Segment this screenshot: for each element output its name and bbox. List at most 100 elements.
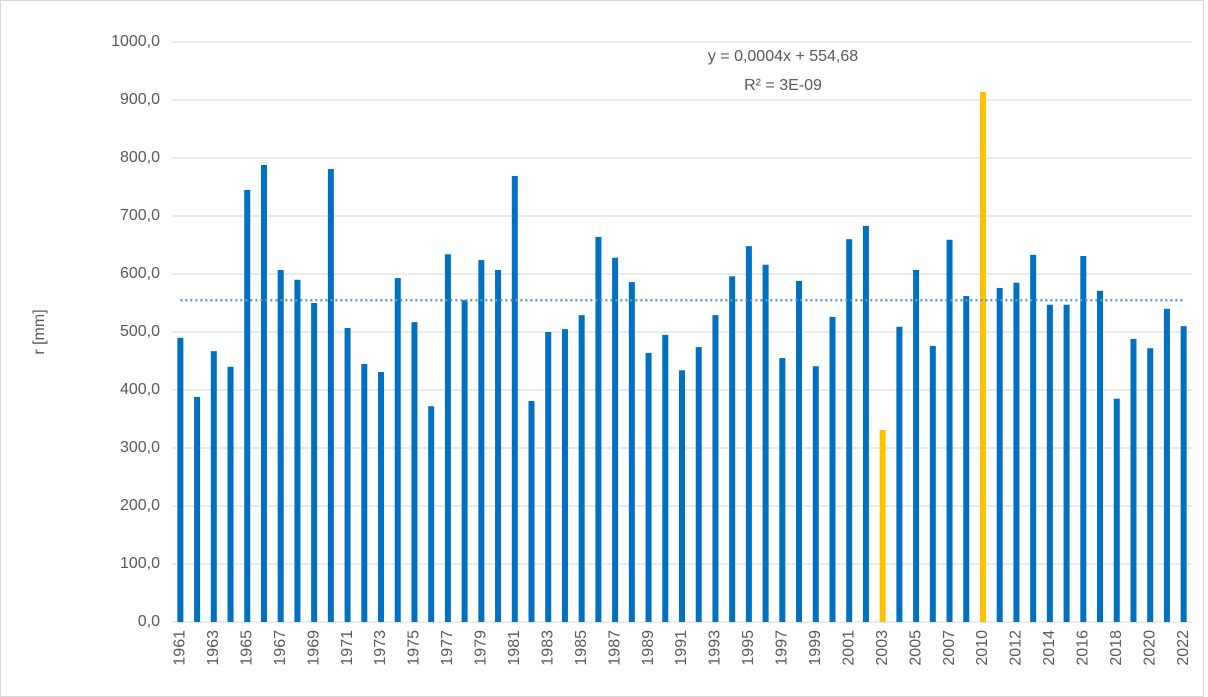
bar <box>662 334 669 622</box>
bar <box>227 366 234 622</box>
y-tick-label: 800,0 <box>120 149 160 166</box>
bar <box>545 332 552 622</box>
x-tick-label: 1965 <box>238 630 255 666</box>
y-tick-label: 300,0 <box>120 439 160 456</box>
bar <box>1030 254 1037 623</box>
bar <box>1013 282 1020 622</box>
bar <box>628 282 635 622</box>
bar <box>294 279 301 622</box>
bar <box>344 327 351 622</box>
bar <box>963 296 970 622</box>
x-tick-label: 1997 <box>774 630 791 666</box>
x-tick-label: 2018 <box>1108 630 1125 666</box>
bar <box>478 260 485 622</box>
bar <box>444 254 451 622</box>
bar <box>1163 308 1170 622</box>
x-tick-label: 2016 <box>1075 630 1092 666</box>
y-tick-label: 1000,0 <box>111 33 160 50</box>
x-tick-label: 2014 <box>1041 630 1058 666</box>
bar <box>712 315 719 622</box>
x-tick-label: 2012 <box>1008 630 1025 666</box>
bar <box>1113 398 1120 622</box>
bar <box>862 225 869 623</box>
bar <box>210 351 217 622</box>
bar <box>277 269 284 622</box>
bar <box>428 406 435 622</box>
bar <box>378 372 385 622</box>
bar <box>1180 326 1187 622</box>
bar <box>745 246 752 622</box>
bar <box>812 366 819 622</box>
x-tick-label: 1973 <box>372 630 389 666</box>
bar <box>595 236 602 622</box>
x-tick-label: 1989 <box>640 630 657 666</box>
y-tick-label: 0,0 <box>138 613 160 630</box>
bar <box>1063 304 1070 622</box>
y-tick-label: 200,0 <box>120 497 160 514</box>
bar <box>1097 290 1104 622</box>
y-tick-label: 600,0 <box>120 265 160 282</box>
bar <box>1080 256 1087 622</box>
bar <box>846 239 853 622</box>
bar <box>896 326 903 622</box>
y-tick-label: 400,0 <box>120 381 160 398</box>
bar <box>411 322 418 622</box>
x-tick-label: 1971 <box>339 630 356 666</box>
y-tick-label: 900,0 <box>120 91 160 108</box>
bar <box>1046 304 1053 622</box>
bar <box>695 347 702 622</box>
x-tick-label: 1967 <box>272 630 289 666</box>
x-tick-label: 2020 <box>1141 630 1158 666</box>
y-tick-label: 700,0 <box>120 207 160 224</box>
bar <box>612 257 619 622</box>
bar <box>762 264 769 622</box>
bar <box>578 315 585 622</box>
x-tick-label: 1999 <box>807 630 824 666</box>
trend-r-squared: R² = 3E-09 <box>744 77 822 94</box>
x-tick-label: 1987 <box>606 630 623 666</box>
y-tick-label: 100,0 <box>120 555 160 572</box>
x-tick-label: 1981 <box>506 630 523 666</box>
x-tick-label: 1977 <box>439 630 456 666</box>
bar <box>929 345 936 622</box>
bar <box>260 164 267 622</box>
x-tick-label: 1991 <box>673 630 690 666</box>
bar <box>495 269 502 622</box>
bar <box>528 401 535 622</box>
x-tick-label: 1985 <box>573 630 590 666</box>
bar <box>361 363 368 622</box>
y-axis-label: r [mm] <box>31 309 48 354</box>
y-tick-label: 500,0 <box>120 323 160 340</box>
bar <box>394 278 401 622</box>
bar <box>679 370 685 622</box>
bar <box>177 337 184 622</box>
x-tick-label: 1969 <box>305 630 322 666</box>
bar <box>829 316 836 622</box>
x-tick-label: 1995 <box>740 630 757 666</box>
bar <box>729 276 736 622</box>
x-tick-label: 2007 <box>941 630 958 666</box>
bar <box>461 300 468 622</box>
x-tick-label: 1993 <box>707 630 724 666</box>
bar <box>796 280 803 622</box>
bar <box>311 303 318 622</box>
bar <box>946 239 953 622</box>
bar <box>511 175 518 623</box>
x-tick-label: 1961 <box>172 630 189 666</box>
x-tick-label: 1975 <box>406 630 423 666</box>
bar <box>779 358 786 622</box>
trend-equation: y = 0,0004x + 554,68 <box>708 48 858 65</box>
bar <box>913 269 920 622</box>
bar <box>996 287 1003 622</box>
x-tick-label: 1963 <box>205 630 222 666</box>
bar <box>1147 348 1154 622</box>
x-tick-label: 2005 <box>907 630 924 666</box>
bar <box>561 329 568 622</box>
x-tick-label: 2001 <box>840 630 857 666</box>
bar <box>979 91 986 622</box>
bar <box>645 352 652 622</box>
x-tick-label: 1979 <box>473 630 490 666</box>
bar <box>244 189 251 622</box>
